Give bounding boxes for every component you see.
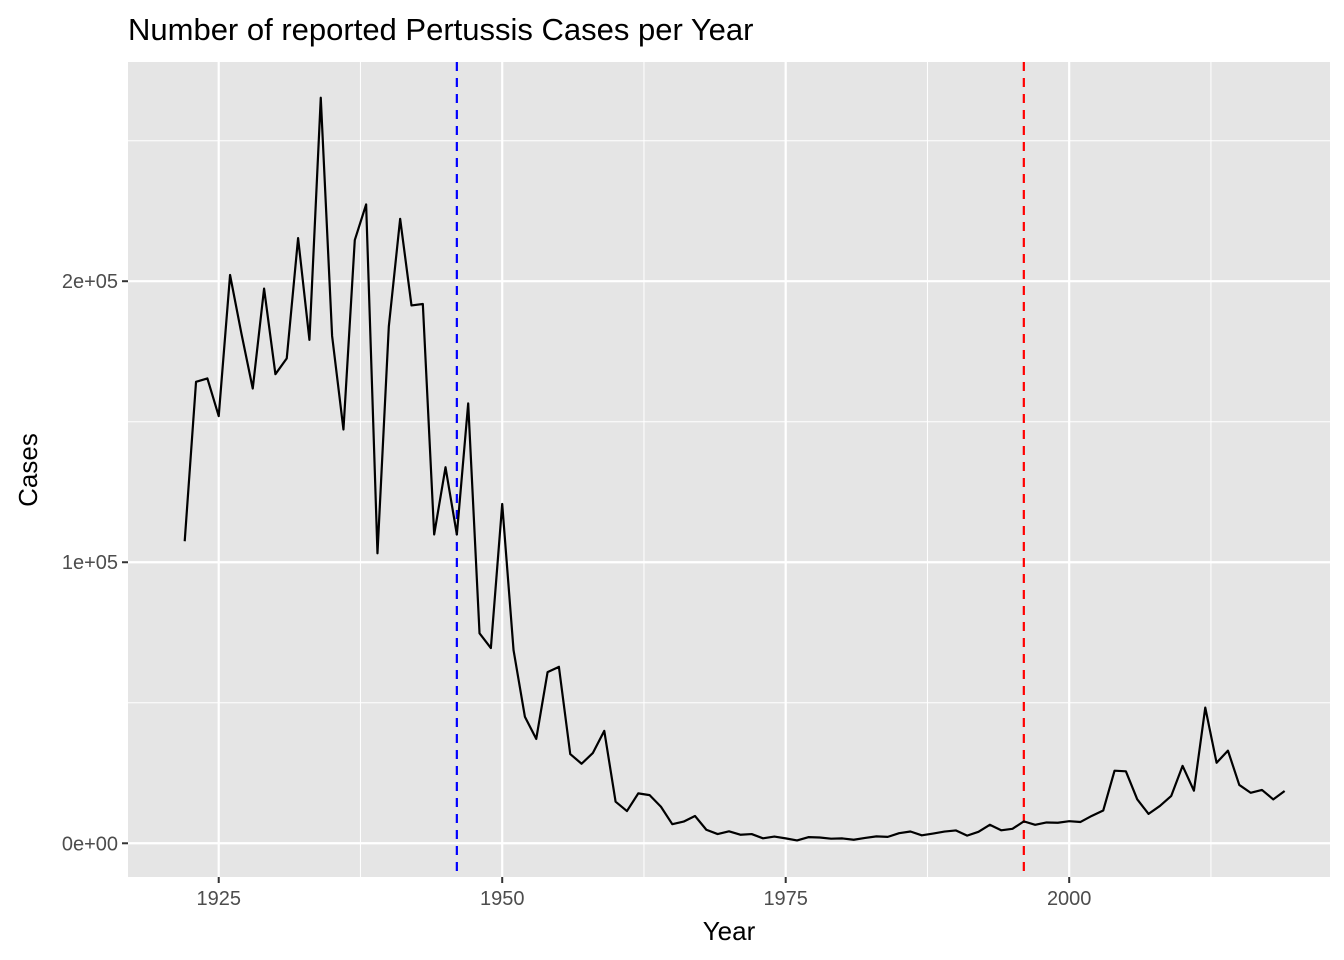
plot-panel <box>128 62 1330 877</box>
y-tick-label: 1e+05 <box>62 552 118 574</box>
x-tick-label: 1925 <box>196 888 241 910</box>
y-axis-title: Cases <box>13 433 43 507</box>
reference-lines <box>455 62 1025 877</box>
x-tick-label: 2000 <box>1047 888 1092 910</box>
minor-gridlines-y <box>128 140 1330 704</box>
major-gridlines-x <box>217 62 1071 877</box>
y-axis: 0e+00 1e+05 2e+05 <box>62 271 128 855</box>
x-axis: 1925 1950 1975 2000 <box>196 877 1091 910</box>
series-line-cases <box>183 96 1286 842</box>
x-tick-label: 1975 <box>763 888 808 910</box>
minor-gridlines-x <box>359 62 1212 877</box>
x-tick-label: 1950 <box>480 888 525 910</box>
chart-title: Number of reported Pertussis Cases per Y… <box>128 12 753 47</box>
major-gridlines-y <box>128 280 1330 845</box>
y-tick-label: 2e+05 <box>62 271 118 293</box>
x-axis-title: Year <box>703 916 756 946</box>
y-tick-label: 0e+00 <box>62 833 118 855</box>
